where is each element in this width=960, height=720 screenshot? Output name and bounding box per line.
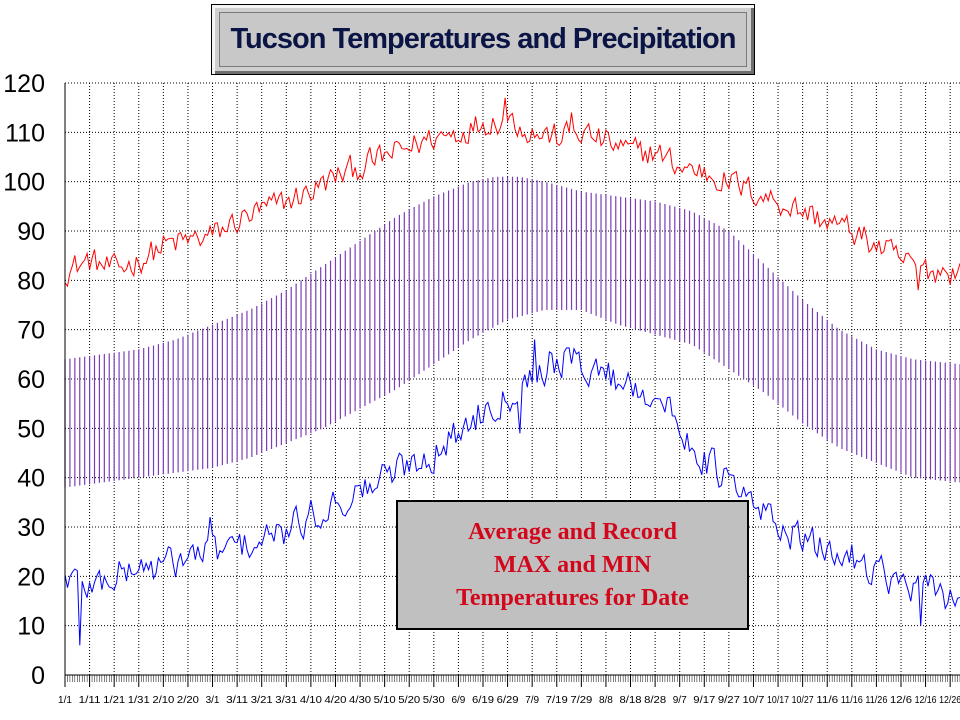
record-high-line bbox=[64, 97, 960, 291]
x-tick-label: 3/21 bbox=[251, 695, 273, 706]
record-low-line bbox=[64, 339, 960, 646]
x-tick-label: 12/6 bbox=[890, 695, 912, 706]
x-tick-label: 4/30 bbox=[349, 695, 371, 706]
x-tick-label: 10/7 bbox=[742, 695, 764, 706]
x-tick-label: 11/16 bbox=[841, 695, 863, 706]
x-tick-label: 8/8 bbox=[599, 695, 613, 706]
y-tick-label: 50 bbox=[17, 415, 45, 443]
x-tick-label: 1/31 bbox=[128, 695, 150, 706]
y-tick-label: 20 bbox=[17, 563, 45, 591]
x-tick-label: 4/10 bbox=[300, 695, 322, 706]
x-tick-label: 7/29 bbox=[570, 695, 592, 706]
x-tick-label: 2/10 bbox=[152, 695, 174, 706]
x-tick-label: 6/9 bbox=[451, 695, 465, 706]
y-tick-label: 10 bbox=[17, 613, 45, 641]
x-tick-label: 3/1 bbox=[206, 695, 220, 706]
x-tick-label: 3/11 bbox=[226, 695, 248, 706]
y-tick-label: 100 bbox=[3, 169, 45, 197]
x-tick-label: 11/6 bbox=[816, 695, 838, 706]
x-tick-label: 3/31 bbox=[275, 695, 297, 706]
annotation-text: Average and Record MAX and MIN Temperatu… bbox=[456, 518, 689, 611]
y-tick-label: 70 bbox=[17, 317, 45, 345]
x-tick-label: 8/18 bbox=[620, 695, 642, 706]
x-tick-label: 6/29 bbox=[497, 695, 519, 706]
x-tick-label: 9/17 bbox=[693, 695, 715, 706]
x-tick-label: 9/27 bbox=[718, 695, 740, 706]
x-tick-label: 2/20 bbox=[177, 695, 199, 706]
x-tick-label: 12/26 bbox=[939, 695, 960, 706]
y-tick-label: 30 bbox=[17, 514, 45, 542]
x-tick-label: 12/16 bbox=[915, 695, 937, 706]
y-tick-label: 40 bbox=[17, 465, 45, 493]
y-tick-label: 90 bbox=[17, 218, 45, 246]
title-panel: Tucson Temperatures and Precipitation bbox=[211, 4, 755, 75]
x-tick-label: 1/21 bbox=[103, 695, 125, 706]
x-tick-label: 1/1 bbox=[58, 695, 72, 706]
y-tick-label: 120 bbox=[3, 70, 45, 98]
x-tick-label: 8/28 bbox=[644, 695, 666, 706]
x-tick-label: 4/20 bbox=[324, 695, 346, 706]
x-tick-label: 5/20 bbox=[398, 695, 420, 706]
y-tick-label: 0 bbox=[31, 662, 45, 690]
chart-title: Tucson Temperatures and Precipitation bbox=[230, 23, 737, 55]
x-tick-label: 5/10 bbox=[374, 695, 396, 706]
x-tick-label: 1/11 bbox=[79, 695, 101, 706]
x-tick-label: 9/7 bbox=[673, 695, 687, 706]
y-tick-label: 60 bbox=[17, 366, 45, 394]
x-tick-label: 7/9 bbox=[525, 695, 539, 706]
x-tick-label: 7/19 bbox=[546, 695, 568, 706]
x-tick-label: 10/27 bbox=[792, 695, 814, 706]
x-tick-label: 10/17 bbox=[767, 695, 789, 706]
x-tick-label: 6/19 bbox=[472, 695, 494, 706]
x-tick-label: 11/26 bbox=[865, 695, 887, 706]
y-tick-label: 80 bbox=[17, 267, 45, 295]
record-lines bbox=[64, 97, 960, 646]
title-inner-panel: Tucson Temperatures and Precipitation bbox=[219, 12, 747, 67]
y-tick-label: 110 bbox=[5, 119, 45, 147]
x-tick-label: 5/30 bbox=[423, 695, 445, 706]
average-range-band bbox=[64, 176, 960, 488]
annotation-box: Average and Record MAX and MIN Temperatu… bbox=[396, 500, 749, 630]
